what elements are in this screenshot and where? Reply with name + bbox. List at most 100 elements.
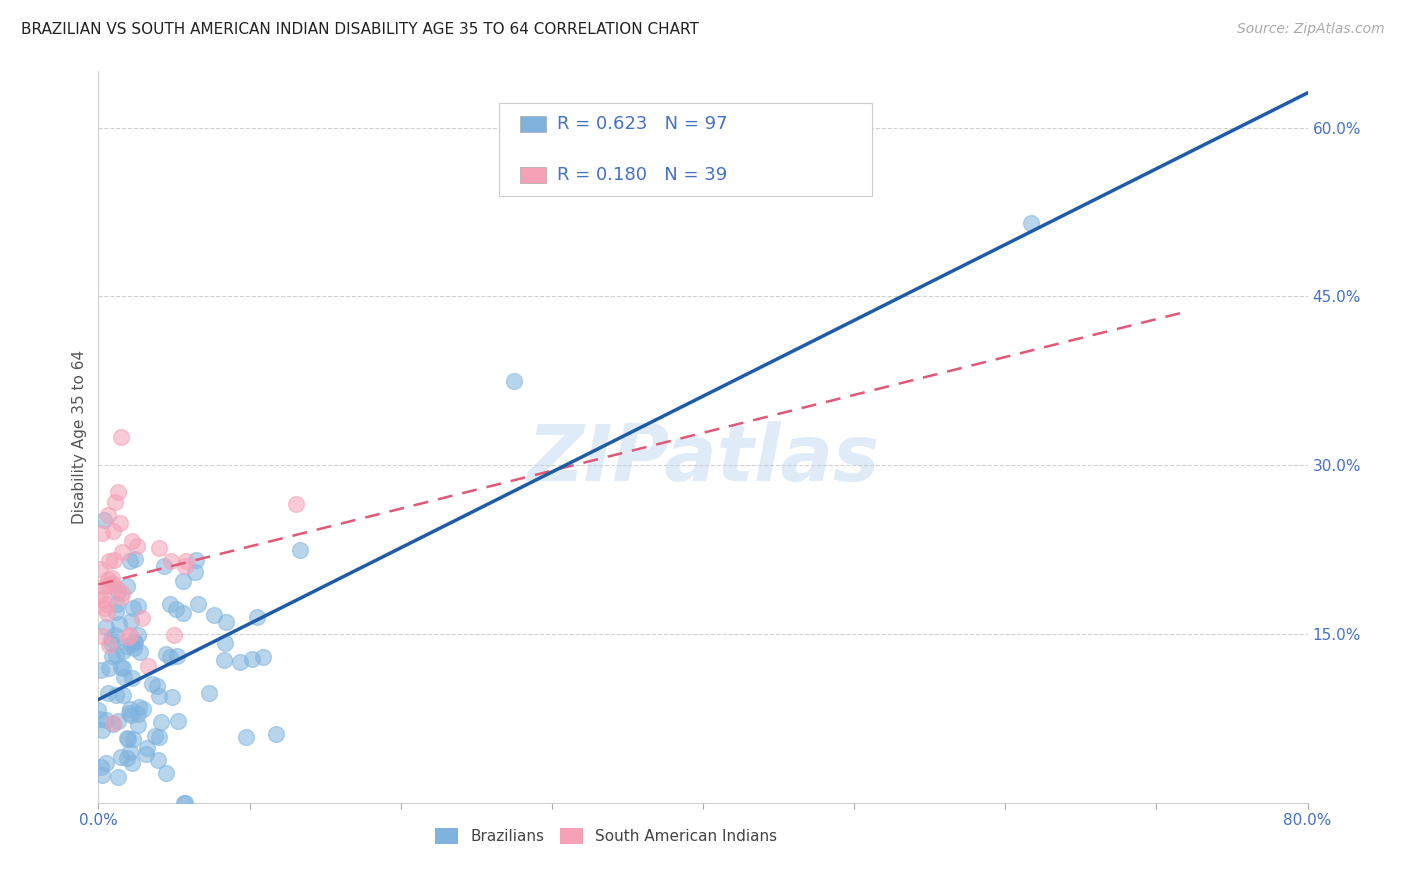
Point <box>148 731 170 745</box>
Point <box>107 770 129 784</box>
Point <box>214 636 236 650</box>
Point <box>94 600 117 615</box>
Point <box>503 374 526 388</box>
Point <box>118 706 141 721</box>
Point <box>128 700 150 714</box>
Point <box>103 524 125 538</box>
Point <box>107 585 129 599</box>
Point <box>111 586 134 600</box>
Point <box>290 543 312 558</box>
Point <box>96 620 118 634</box>
Point <box>93 579 115 593</box>
Point <box>121 756 143 770</box>
Point <box>120 554 142 568</box>
Point <box>111 545 134 559</box>
Point <box>98 578 121 592</box>
Point <box>94 713 117 727</box>
Point <box>111 688 134 702</box>
Point <box>165 602 187 616</box>
Point <box>172 574 194 588</box>
Text: R = 0.180   N = 39: R = 0.180 N = 39 <box>557 166 727 184</box>
Point <box>121 731 143 746</box>
Point <box>93 514 115 528</box>
Point <box>108 516 131 530</box>
Point <box>146 679 169 693</box>
Point <box>118 702 141 716</box>
Point <box>100 636 122 650</box>
Point <box>127 707 149 722</box>
Point <box>87 703 110 717</box>
Point <box>120 707 142 722</box>
Point <box>124 635 146 649</box>
Legend: Brazilians, South American Indians: Brazilians, South American Indians <box>429 822 783 850</box>
Point <box>127 599 149 614</box>
Point <box>117 630 139 644</box>
Text: ZIPatlas: ZIPatlas <box>527 421 879 497</box>
Point <box>174 553 197 567</box>
Point <box>107 714 129 729</box>
Point <box>110 750 132 764</box>
Text: BRAZILIAN VS SOUTH AMERICAN INDIAN DISABILITY AGE 35 TO 64 CORRELATION CHART: BRAZILIAN VS SOUTH AMERICAN INDIAN DISAB… <box>21 22 699 37</box>
Point <box>173 559 195 574</box>
Point <box>115 578 138 592</box>
Point <box>143 729 166 743</box>
Point <box>159 597 181 611</box>
Point <box>104 628 127 642</box>
Point <box>214 615 236 629</box>
Point <box>240 652 263 666</box>
Point <box>160 554 183 568</box>
Point <box>125 540 148 554</box>
Point <box>141 677 163 691</box>
Point <box>112 670 135 684</box>
Point <box>110 590 132 604</box>
Point <box>107 485 129 500</box>
Point <box>187 597 209 611</box>
Point <box>127 628 149 642</box>
Point <box>160 690 183 705</box>
Point <box>90 526 112 541</box>
Point <box>97 661 120 675</box>
Point <box>212 653 235 667</box>
Point <box>112 644 135 658</box>
Point <box>120 637 142 651</box>
Point <box>150 715 173 730</box>
Point <box>91 629 114 643</box>
Point <box>98 639 121 653</box>
Point <box>94 756 117 770</box>
Point <box>100 632 122 647</box>
Point <box>197 685 219 699</box>
Point <box>110 430 132 444</box>
Point <box>131 611 153 625</box>
Point <box>155 647 177 661</box>
Point <box>105 597 128 611</box>
Point <box>235 730 257 744</box>
Point <box>166 649 188 664</box>
Point <box>101 571 124 585</box>
Point <box>284 498 307 512</box>
Point <box>90 663 112 677</box>
Point <box>121 533 143 548</box>
Point <box>115 639 138 653</box>
Point <box>97 685 120 699</box>
Point <box>127 717 149 731</box>
Point <box>148 541 170 555</box>
Point <box>104 689 127 703</box>
Point <box>89 588 111 602</box>
Point <box>94 597 117 611</box>
Point <box>110 660 132 674</box>
Y-axis label: Disability Age 35 to 64: Disability Age 35 to 64 <box>72 350 87 524</box>
Point <box>90 760 112 774</box>
Point <box>155 766 177 780</box>
Point <box>252 649 274 664</box>
Point <box>117 732 139 747</box>
Point <box>173 796 195 810</box>
Point <box>163 628 186 642</box>
Point <box>136 659 159 673</box>
Point <box>1019 216 1042 230</box>
Point <box>122 635 145 649</box>
Point <box>122 640 145 655</box>
Point <box>98 554 121 568</box>
Point <box>120 745 142 759</box>
Point <box>246 610 269 624</box>
Point <box>136 741 159 756</box>
